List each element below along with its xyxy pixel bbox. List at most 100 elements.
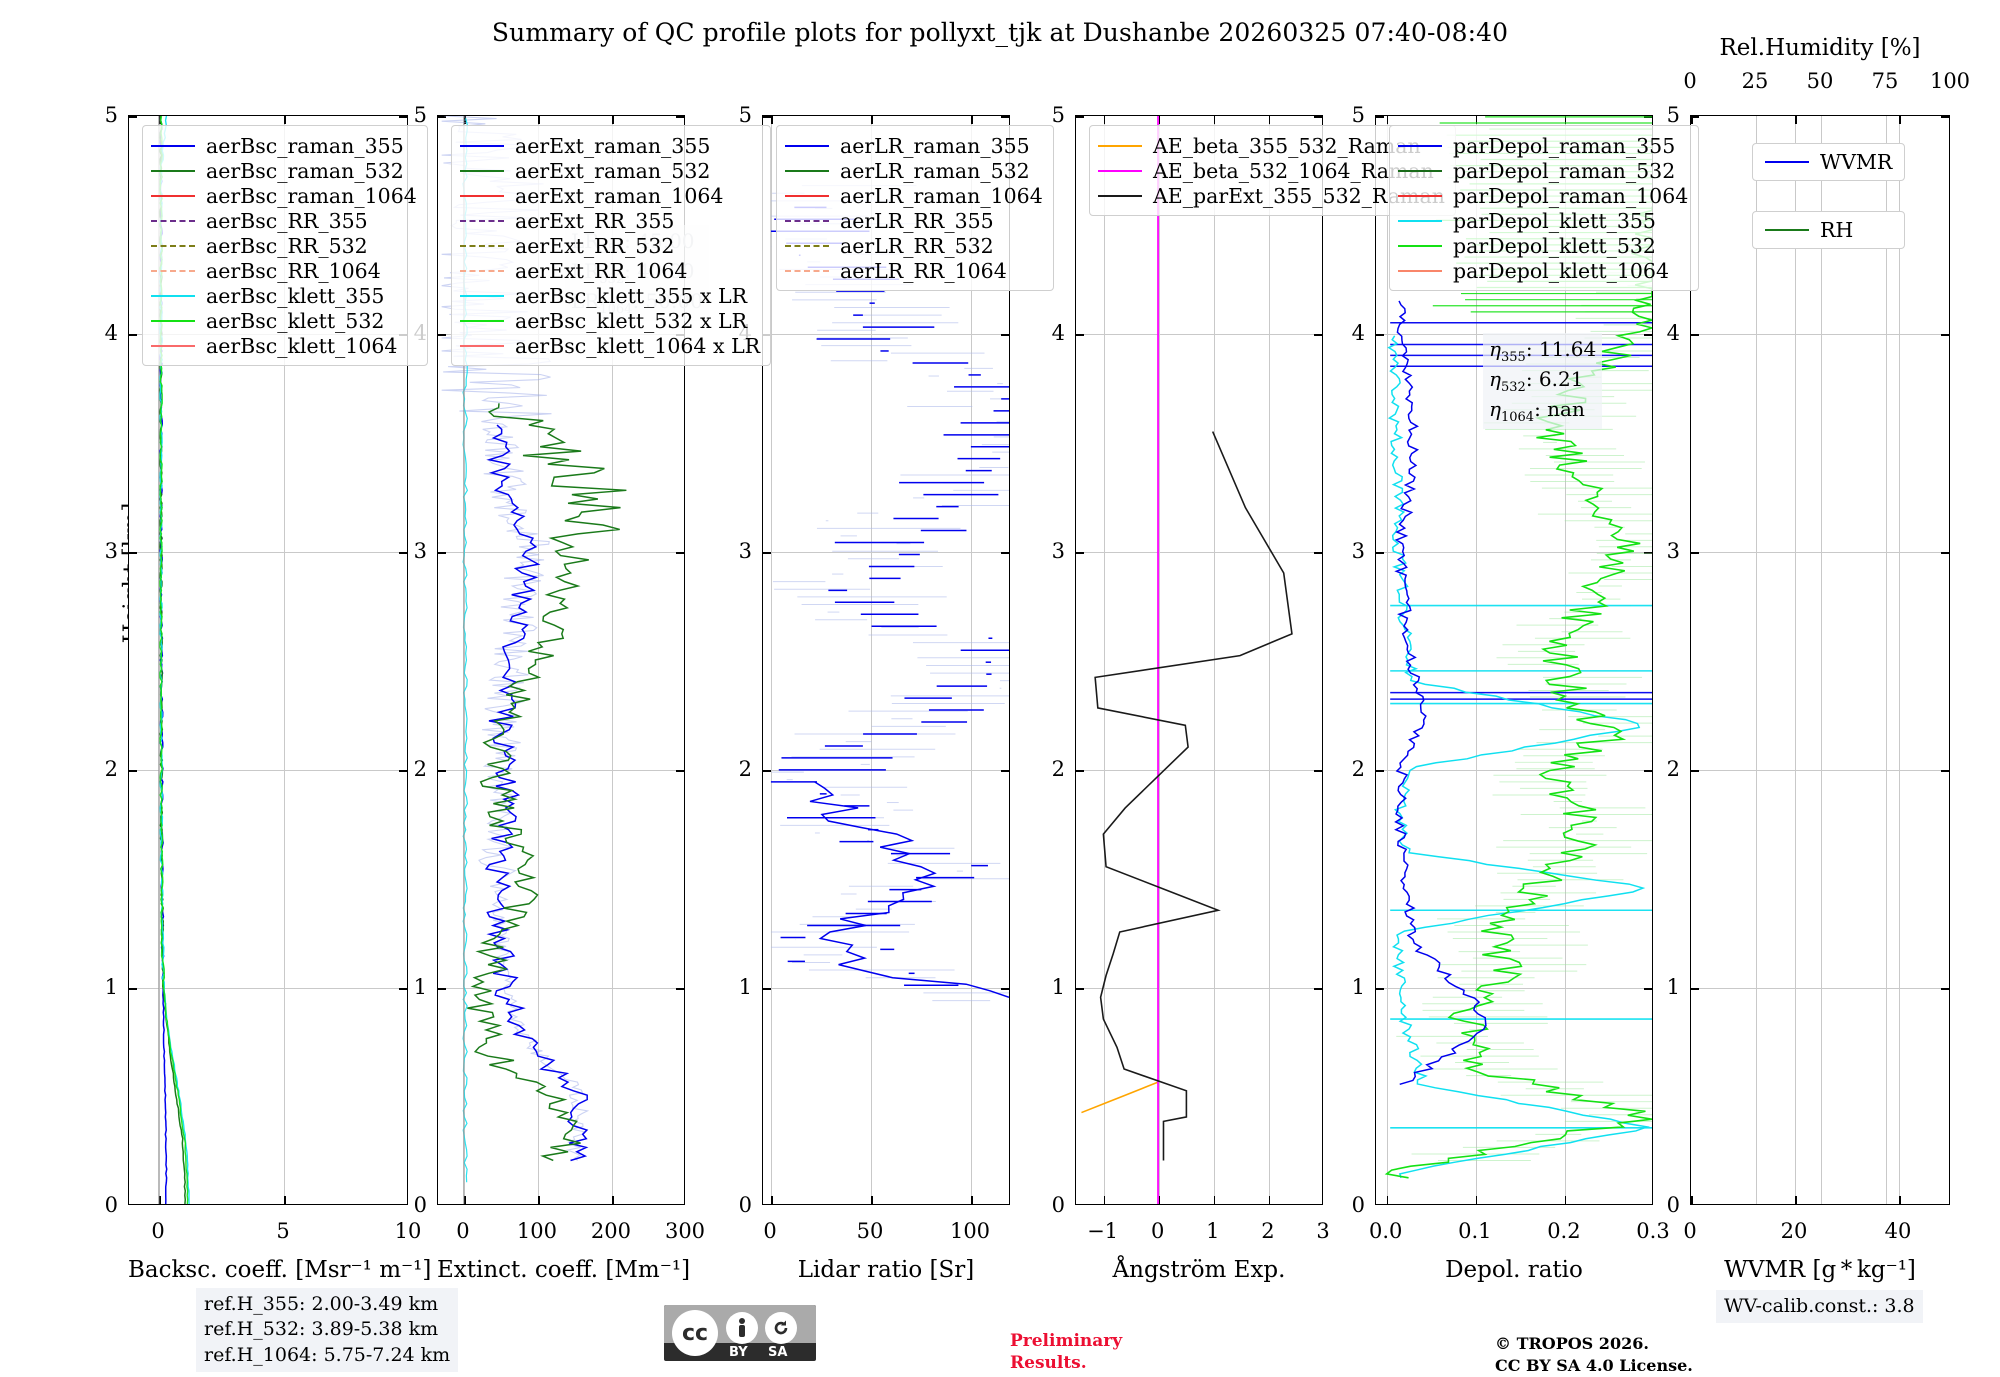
top-axis-tick-label: 100 bbox=[1929, 69, 1971, 93]
legend-item[interactable]: aerLR_raman_355 bbox=[785, 133, 1043, 158]
y-tick bbox=[1691, 116, 1699, 118]
gridline-h bbox=[129, 988, 407, 989]
annotation-value: : 11.64 bbox=[1525, 337, 1597, 361]
legend-label: aerLR_raman_532 bbox=[840, 158, 1030, 183]
legend-item[interactable]: aerLR_raman_532 bbox=[785, 158, 1043, 183]
legend-swatch-icon bbox=[785, 169, 829, 172]
x-tick bbox=[1652, 1196, 1653, 1205]
legend-item[interactable]: aerLR_RR_1064 bbox=[785, 258, 1043, 283]
legend-label: parDepol_raman_532 bbox=[1453, 158, 1676, 183]
annotation-symbol: η bbox=[1489, 337, 1501, 361]
legend-item[interactable]: WVMR bbox=[1752, 143, 1906, 181]
legend-item[interactable]: parDepol_klett_1064 bbox=[1398, 258, 1688, 283]
legend-label: aerBsc_klett_355 bbox=[206, 283, 385, 308]
y-tick bbox=[399, 552, 407, 554]
legend-item[interactable]: aerExt_raman_355 bbox=[460, 133, 760, 158]
x-tick bbox=[1652, 115, 1653, 124]
legend-item[interactable]: aerBsc_raman_355 bbox=[151, 133, 417, 158]
y-tick-label: 3 bbox=[1351, 539, 1365, 563]
legend-item[interactable]: aerLR_RR_532 bbox=[785, 233, 1043, 258]
cc-by-sa-badge-icon[interactable]: cc BY SA bbox=[664, 1305, 816, 1361]
legend-item[interactable]: aerLR_RR_355 bbox=[785, 208, 1043, 233]
gridline-h bbox=[1376, 770, 1652, 771]
legend-item[interactable]: aerBsc_RR_1064 bbox=[151, 258, 417, 283]
legend-item[interactable]: aerBsc_klett_1064 bbox=[151, 333, 417, 358]
legend-item[interactable]: AE_beta_355_532_Raman bbox=[1098, 133, 1445, 158]
y-tick bbox=[129, 770, 137, 772]
legend-swatch-icon bbox=[1398, 194, 1442, 197]
legend-item[interactable]: parDepol_raman_355 bbox=[1398, 133, 1688, 158]
legend-item[interactable]: aerLR_raman_1064 bbox=[785, 183, 1043, 208]
legend-item[interactable]: aerBsc_klett_355 x LR bbox=[460, 283, 760, 308]
annotation-value: : 6.21 bbox=[1525, 367, 1584, 392]
legend-item[interactable]: aerBsc_raman_532 bbox=[151, 158, 417, 183]
legend-item[interactable]: aerBsc_klett_532 bbox=[151, 308, 417, 333]
y-tick bbox=[1691, 770, 1699, 772]
x-tick-label: 40 bbox=[1884, 1219, 1912, 1243]
x-axis-label-extinction: Extinct. coeff. [Mm⁻¹] bbox=[437, 1257, 691, 1283]
legend-item[interactable]: aerExt_raman_532 bbox=[460, 158, 760, 183]
legend-item[interactable]: aerExt_raman_1064 bbox=[460, 183, 760, 208]
y-tick bbox=[1941, 1204, 1950, 1205]
legend-item[interactable]: aerExt_RR_532 bbox=[460, 233, 760, 258]
legend-swatch-icon bbox=[460, 169, 504, 172]
y-tick bbox=[676, 552, 684, 554]
legend-item[interactable]: aerBsc_RR_532 bbox=[151, 233, 417, 258]
legend-item[interactable]: aerExt_RR_1064 bbox=[460, 258, 760, 283]
legend-label: parDepol_raman_1064 bbox=[1453, 183, 1689, 208]
gridline-h bbox=[763, 988, 1009, 989]
legend-item[interactable]: aerBsc_klett_1064 x LR bbox=[460, 333, 760, 358]
legend-item[interactable]: AE_beta_532_1064_Raman bbox=[1098, 158, 1445, 183]
y-tick-label: 5 bbox=[738, 103, 752, 127]
legend-item[interactable]: parDepol_klett_532 bbox=[1398, 233, 1688, 258]
x-tick bbox=[284, 116, 286, 124]
legend-label: RH bbox=[1820, 218, 1854, 242]
legend-item[interactable]: parDepol_raman_532 bbox=[1398, 158, 1688, 183]
legend-swatch-icon bbox=[1765, 229, 1809, 231]
legend-item[interactable]: aerBsc_raman_1064 bbox=[151, 183, 417, 208]
legend-label: aerLR_raman_1064 bbox=[840, 183, 1043, 208]
legend-label: aerLR_raman_355 bbox=[840, 133, 1030, 158]
x-tick bbox=[284, 1196, 286, 1204]
legend-item[interactable]: aerExt_RR_355 bbox=[460, 208, 760, 233]
x-tick-label: 20 bbox=[1780, 1219, 1808, 1243]
y-tick bbox=[1376, 116, 1384, 118]
y-tick bbox=[1644, 334, 1652, 336]
legend-swatch-icon bbox=[460, 319, 504, 322]
legend-item[interactable]: aerBsc_klett_355 bbox=[151, 283, 417, 308]
y-tick bbox=[1691, 988, 1699, 990]
legend-item[interactable]: parDepol_klett_355 bbox=[1398, 208, 1688, 233]
gridline-v bbox=[771, 116, 772, 1204]
x-tick bbox=[1322, 115, 1323, 124]
legend-item[interactable]: aerBsc_klett_532 x LR bbox=[460, 308, 760, 333]
y-tick-label: 1 bbox=[1351, 975, 1365, 999]
annotation-line: η355: 11.64 bbox=[1489, 336, 1596, 366]
gridline-h bbox=[1691, 552, 1949, 553]
gridline-h bbox=[763, 334, 1009, 335]
x-tick bbox=[1795, 1196, 1797, 1204]
legend-swatch-icon bbox=[785, 269, 829, 272]
legend-label: parDepol_klett_532 bbox=[1453, 233, 1656, 258]
share-alike-circle-icon bbox=[765, 1312, 797, 1344]
x-tick bbox=[1268, 116, 1271, 124]
y-tick bbox=[1941, 334, 1949, 336]
x-tick bbox=[1268, 1196, 1271, 1204]
x-tick bbox=[1691, 1196, 1693, 1204]
plot-panel-backscatter: 0 1 2 3 4 5 0 5 10 Backsc. coeff. [Msr⁻¹ m⁻¹] aerB… bbox=[105, 103, 432, 1283]
legend-lidar-ratio: aerLR_raman_355 aerLR_raman_532 aerLR_rama… bbox=[776, 125, 1054, 291]
legend-item[interactable]: aerBsc_RR_355 bbox=[151, 208, 417, 233]
legend-item[interactable]: RH bbox=[1752, 211, 1906, 249]
x-tick bbox=[871, 116, 873, 124]
x-tick bbox=[611, 116, 614, 124]
x-tick bbox=[771, 116, 773, 124]
x-tick-label: 200 bbox=[590, 1219, 632, 1243]
data-curve bbox=[809, 781, 1009, 998]
annotation-subscript: 532 bbox=[1500, 380, 1526, 396]
y-tick bbox=[1075, 1204, 1084, 1205]
y-tick-label: 4 bbox=[1666, 321, 1680, 345]
x-tick-label: 300 bbox=[664, 1219, 706, 1243]
legend-label: aerExt_RR_1064 bbox=[515, 258, 688, 283]
legend-item[interactable]: parDepol_raman_1064 bbox=[1398, 183, 1688, 208]
y-tick-label: 2 bbox=[413, 757, 427, 781]
plot-panel-wvmr: 0 1 2 3 4 5 0 20 40 WVMR [g * kg⁻¹] WVMR RH Rel.Humi… bbox=[1667, 35, 1970, 1283]
